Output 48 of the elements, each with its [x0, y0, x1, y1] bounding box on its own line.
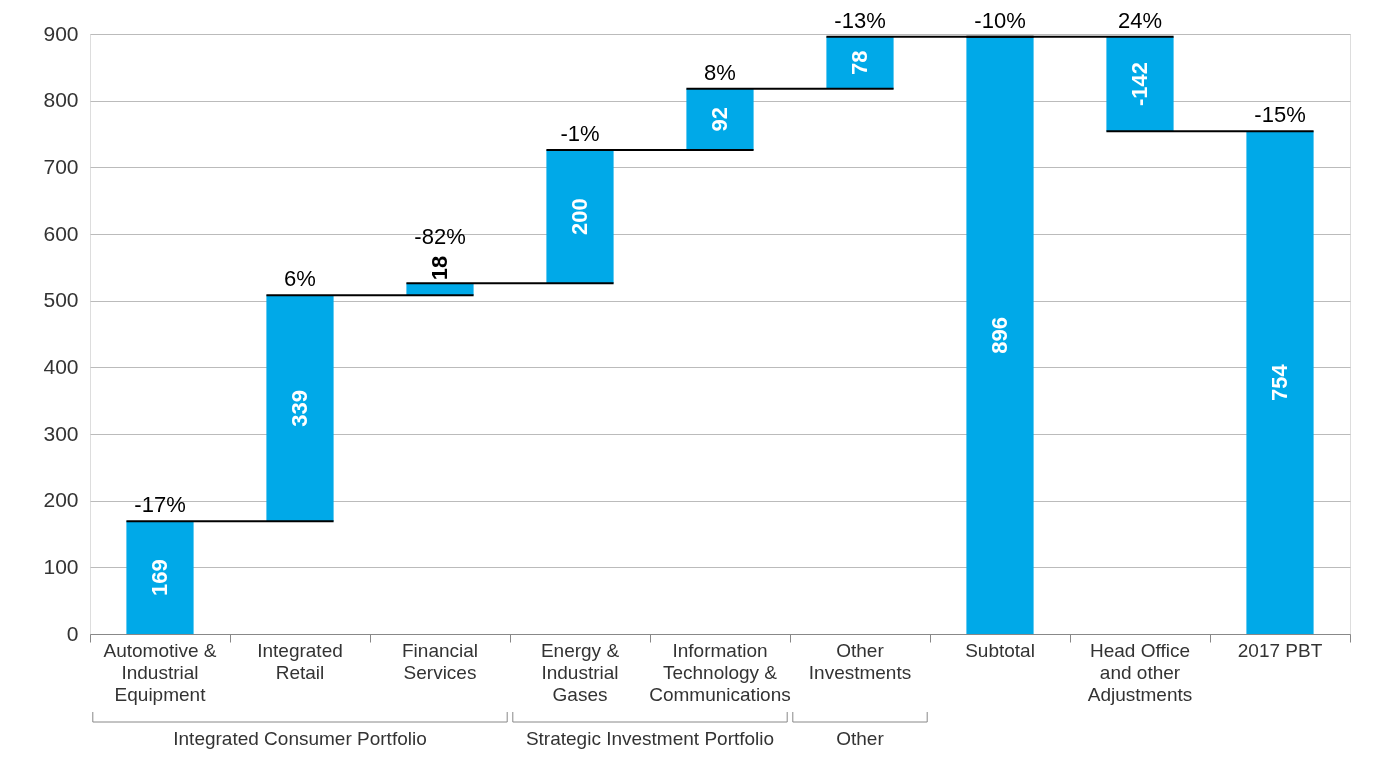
data-label: 18	[427, 255, 452, 281]
data-label: 78	[847, 50, 872, 75]
bar	[546, 150, 614, 284]
bar	[966, 36, 1034, 634]
text: Other	[836, 728, 885, 749]
annotation: -10%	[974, 7, 1026, 33]
data-label: 169	[147, 559, 172, 597]
x-tick-label: Information Technology & Communications	[649, 640, 791, 705]
x-tick-label: Automotive & Industrial Equipment	[103, 640, 217, 705]
data-label: 200	[567, 198, 592, 236]
y-tick-label: 500	[43, 288, 79, 312]
x-tick-label: Subtotal	[965, 640, 1035, 661]
annotation: -1%	[560, 121, 600, 146]
y-tick-label: 700	[43, 154, 79, 178]
annotation: 8%	[704, 59, 736, 85]
annotation: 24%	[1117, 7, 1163, 33]
bar	[126, 521, 194, 634]
annotation: 6%	[284, 266, 316, 292]
data-label: 339	[287, 389, 312, 427]
bar	[1246, 131, 1314, 634]
x-tick-label: 2017 PBT	[1237, 640, 1323, 661]
annotation: -82%	[414, 224, 466, 250]
x-tick-label: Financial Services	[401, 640, 479, 683]
bar	[826, 36, 894, 89]
y-tick-label: 400	[43, 354, 79, 378]
x-tick-label: Head Office and other Adjustments	[1087, 640, 1193, 705]
x-tick-label: Integrated Retail	[257, 640, 343, 683]
annotation: -17%	[134, 492, 186, 518]
data-label: -142	[1127, 61, 1152, 107]
x-tick-label: Other Investments	[808, 640, 912, 683]
y-tick-label: 300	[43, 421, 79, 445]
y-tick-label: 900	[43, 21, 79, 45]
annotation: -13%	[834, 7, 886, 33]
y-tick-label: 600	[43, 221, 79, 245]
y-tick-label: 200	[43, 488, 79, 512]
y-tick-label: 800	[43, 88, 79, 112]
text: Strategic Investment Portfolio	[525, 728, 775, 749]
annotation: -15%	[1254, 102, 1306, 128]
data-label: 754	[1267, 363, 1292, 402]
bar	[266, 295, 334, 522]
data-label: 92	[707, 107, 732, 132]
y-tick-label: 100	[43, 554, 79, 578]
data-label: 896	[987, 316, 1012, 354]
bar	[686, 88, 754, 150]
y-tick-label: 0	[66, 621, 79, 645]
x-tick-label: Energy & Industrial Gases	[540, 640, 620, 705]
text: Integrated Consumer Portfolio	[173, 728, 427, 749]
bar	[1106, 36, 1174, 132]
